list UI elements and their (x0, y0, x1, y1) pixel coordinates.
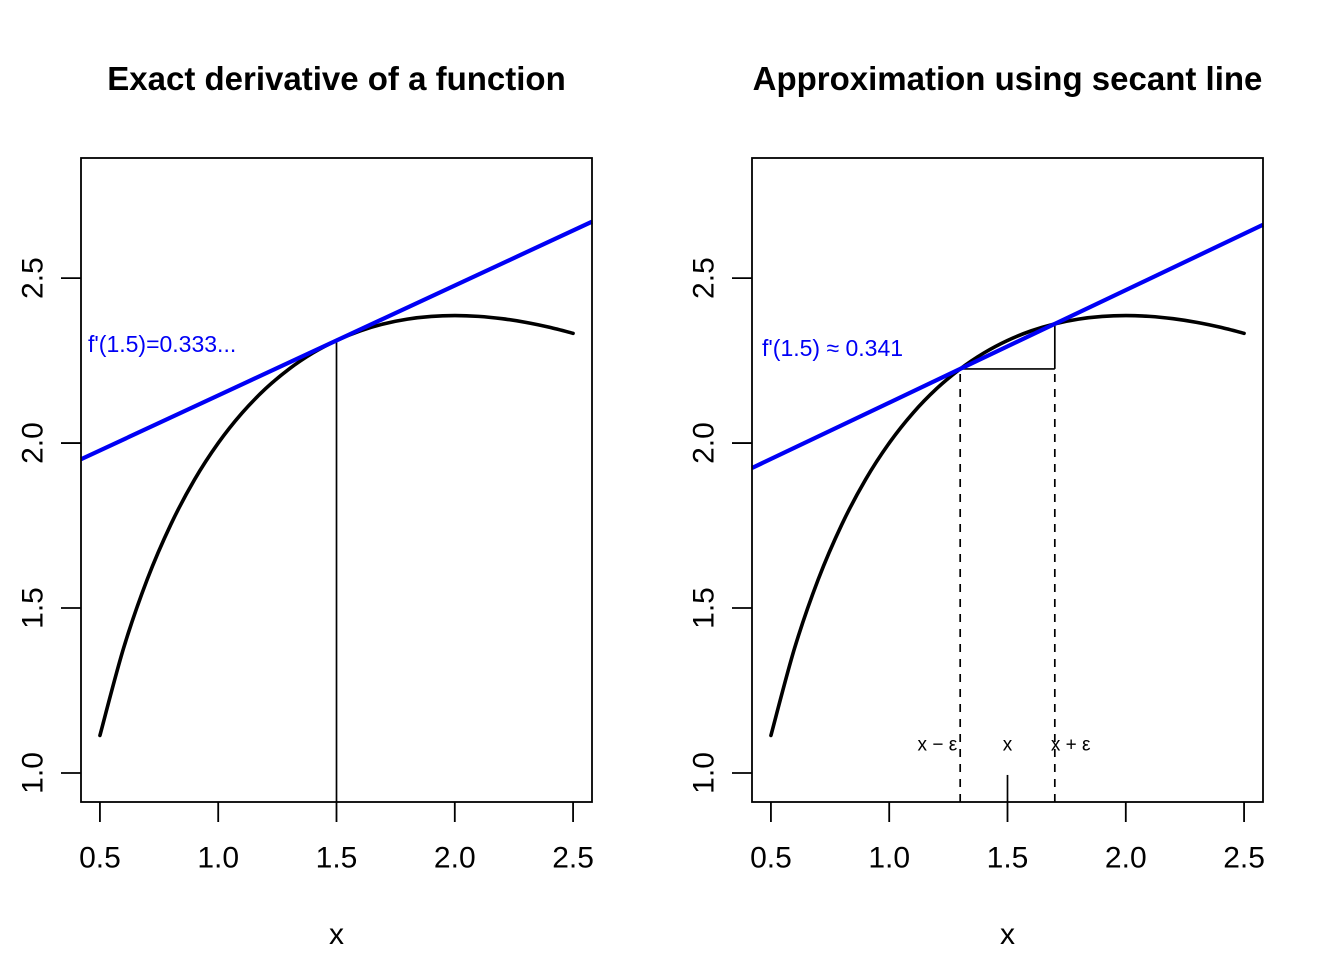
x-tick-label: 1.0 (868, 842, 910, 875)
x-tick-label: 1.0 (197, 842, 239, 875)
y-tick-label: 2.5 (688, 257, 721, 299)
y-tick-label: 2.5 (17, 257, 50, 299)
function-curve (769, 313, 1246, 738)
right-x-axis-label: x (1000, 918, 1015, 951)
x-tick-label: 0.5 (79, 842, 121, 875)
x-tick-label: 2.5 (552, 842, 594, 875)
point-label: x + ε (1051, 734, 1091, 755)
x-tick-label: 0.5 (750, 842, 792, 875)
y-tick-label: 1.5 (17, 587, 50, 629)
right-panel-title: Approximation using secant line (752, 60, 1263, 97)
plot-frame (751, 157, 1264, 803)
point-label: x (1003, 734, 1013, 755)
x-tick-label: 1.5 (987, 842, 1029, 875)
x-tick-label: 2.0 (434, 842, 476, 875)
y-tick-label: 1.0 (688, 752, 721, 794)
left-x-axis-label: x (329, 918, 344, 951)
point-label: x − ε (918, 734, 958, 755)
y-tick-label: 1.0 (17, 752, 50, 794)
x-tick-label: 1.5 (316, 842, 358, 875)
tangent-line (80, 219, 593, 462)
y-tick-label: 2.0 (17, 422, 50, 464)
right-derivative-annotation: f'(1.5) ≈ 0.341 (762, 335, 904, 361)
left-panel-title: Exact derivative of a function (107, 60, 566, 97)
secant-line (751, 222, 1264, 470)
y-tick-label: 1.5 (688, 587, 721, 629)
left-derivative-annotation: f'(1.5)=0.333... (88, 331, 237, 357)
x-tick-label: 2.0 (1105, 842, 1147, 875)
y-tick-label: 2.0 (688, 422, 721, 464)
x-tick-label: 2.5 (1223, 842, 1265, 875)
